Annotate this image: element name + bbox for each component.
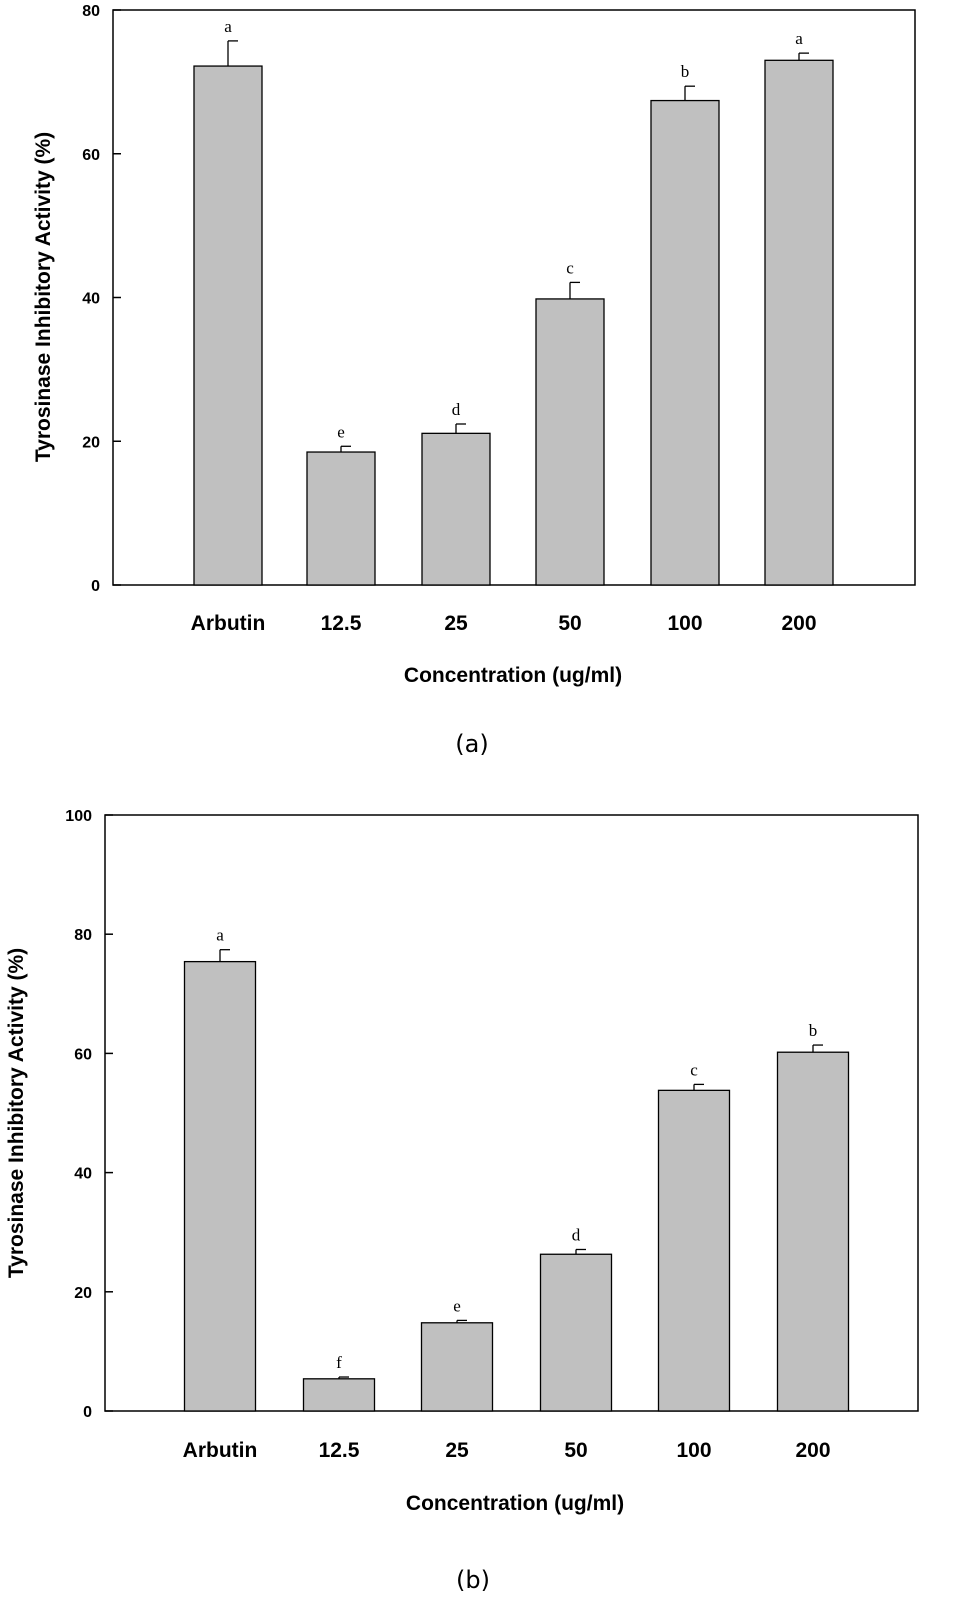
y-tick-label: 60 xyxy=(82,147,100,164)
error-bars-group xyxy=(227,40,809,453)
x-category-labels-group: Arbutin 12.5 25 50 100 200 xyxy=(191,612,817,635)
x-category-label: Arbutin xyxy=(191,612,266,635)
chart-panel-b: a f e d c b 0 20 40 60 80 100 Arbutin 12.5 25 50 100 20… xyxy=(5,808,919,1594)
x-category-label: 12.5 xyxy=(319,1439,360,1462)
bar xyxy=(183,960,257,1412)
significance-label: d xyxy=(572,1225,581,1244)
x-axis-title: Concentration (ug/ml) xyxy=(404,664,622,687)
significance-label: e xyxy=(337,422,345,441)
x-category-label: 25 xyxy=(445,1439,469,1462)
significance-label: a xyxy=(224,17,232,36)
bar xyxy=(657,1089,731,1412)
panel-caption: (b) xyxy=(456,1566,490,1594)
y-axis-title: Tyrosinase Inhibitory Activity (%) xyxy=(32,132,55,462)
y-ticks-group: 0 20 40 60 80 100 xyxy=(65,808,113,1421)
significance-label: e xyxy=(453,1296,461,1315)
significance-label: c xyxy=(690,1060,698,1079)
x-category-label: 100 xyxy=(667,612,702,635)
bar xyxy=(535,298,605,586)
bar xyxy=(776,1051,850,1412)
plot-frame xyxy=(104,814,919,1412)
bar xyxy=(193,65,263,586)
bars-group xyxy=(193,59,834,586)
y-tick-label: 80 xyxy=(82,3,100,20)
y-tick-label: 20 xyxy=(82,434,100,451)
bar xyxy=(764,59,834,586)
x-category-label: 100 xyxy=(676,1439,711,1462)
bar xyxy=(421,432,491,586)
bars-group xyxy=(183,960,850,1412)
bar xyxy=(302,1378,376,1412)
x-category-label: 200 xyxy=(781,612,816,635)
significance-label: c xyxy=(566,258,574,277)
bar xyxy=(539,1253,613,1412)
x-category-label: 200 xyxy=(795,1439,830,1462)
x-category-label: Arbutin xyxy=(183,1439,258,1462)
y-tick-label: 80 xyxy=(74,927,92,944)
significance-label: b xyxy=(809,1021,818,1040)
y-tick-label: 40 xyxy=(82,291,100,308)
y-tick-label: 60 xyxy=(74,1046,92,1063)
error-bars-group xyxy=(219,949,823,1379)
y-tick-label: 0 xyxy=(83,1404,92,1421)
bar xyxy=(420,1322,494,1412)
y-ticks-group: 0 20 40 60 80 xyxy=(82,3,121,595)
significance-label: b xyxy=(681,62,690,81)
significance-label: a xyxy=(795,29,803,48)
significance-labels-group: a e d c b a xyxy=(224,17,803,441)
significance-label: f xyxy=(336,1353,342,1372)
chart-panel-a: a e d c b a 0 20 40 60 80 Arbutin 12.5 25 50 100 200 T… xyxy=(32,3,916,758)
x-category-label: 50 xyxy=(564,1439,587,1462)
panel-caption: (a) xyxy=(455,730,488,758)
y-tick-label: 20 xyxy=(74,1285,92,1302)
bar xyxy=(650,99,720,586)
significance-label: d xyxy=(452,400,461,419)
significance-label: a xyxy=(216,926,224,945)
x-category-label: 25 xyxy=(444,612,468,635)
y-tick-label: 0 xyxy=(91,578,100,595)
y-tick-label: 40 xyxy=(74,1166,92,1183)
y-tick-label: 100 xyxy=(65,808,92,825)
x-axis-title: Concentration (ug/ml) xyxy=(406,1492,624,1515)
x-category-label: 12.5 xyxy=(321,612,362,635)
bar xyxy=(306,451,376,586)
x-category-labels-group: Arbutin 12.5 25 50 100 200 xyxy=(183,1439,831,1462)
y-axis-title: Tyrosinase Inhibitory Activity (%) xyxy=(5,948,28,1278)
significance-labels-group: a f e d c b xyxy=(216,926,817,1372)
x-category-label: 50 xyxy=(558,612,581,635)
